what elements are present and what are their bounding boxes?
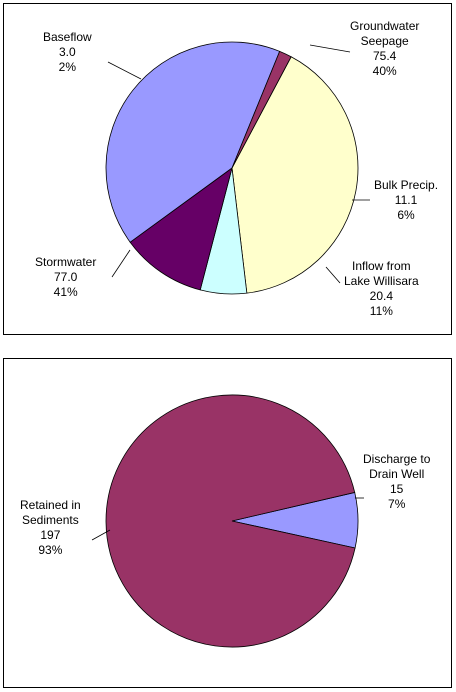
slice-name: Retained in: [20, 498, 81, 512]
slice-value: 3.0: [59, 45, 76, 59]
leader-line: [325, 266, 341, 284]
slice-name: Inflow from: [352, 259, 411, 273]
slice-percent: 40%: [372, 64, 397, 78]
slice-value: 11.1: [394, 193, 418, 207]
slice-name: Sediments: [22, 513, 79, 527]
leader-line: [309, 44, 351, 53]
slice-percent: 7%: [388, 497, 406, 511]
slice-value: 75.4: [373, 49, 397, 63]
pie-slice-groundwater-seepage: [231, 56, 359, 294]
slice-label: Bulk Precip. 11.1 6%: [374, 178, 438, 223]
slice-name: Seepage: [360, 34, 409, 48]
slice-label: Inflow from Lake Willisara 20.4 11%: [344, 259, 419, 319]
slice-percent: 6%: [397, 208, 415, 222]
slice-label: Groundwater Seepage 75.4 40%: [350, 19, 419, 79]
slice-value: 197: [40, 528, 61, 542]
slice-percent: 93%: [38, 543, 63, 557]
slice-percent: 11%: [369, 304, 393, 318]
slice-label: Stormwater 77.0 41%: [35, 255, 96, 300]
leader-line: [107, 61, 142, 80]
slice-label: Baseflow 3.0 2%: [43, 30, 92, 75]
slice-label: Retained in Sediments 197 93%: [20, 498, 81, 558]
slice-name: Bulk Precip.: [374, 178, 439, 192]
slice-name: Stormwater: [35, 255, 97, 269]
slice-percent: 2%: [58, 60, 77, 74]
slice-name: Discharge to: [363, 452, 431, 466]
slice-percent: 41%: [53, 285, 78, 299]
slice-label: Discharge to Drain Well 15 7%: [363, 452, 430, 512]
slice-name: Baseflow: [43, 30, 92, 44]
slice-value: 20.4: [369, 289, 394, 303]
slice-name: Groundwater: [350, 19, 420, 33]
leader-line: [111, 249, 131, 278]
slice-name: Drain Well: [369, 467, 425, 481]
pie-slice-inflow-from-lake-willisara: [129, 167, 233, 291]
slice-name: Lake Willisara: [344, 274, 419, 288]
pie-slice-baseflow: [231, 50, 292, 169]
slice-value: 15: [390, 482, 404, 496]
slice-value: 77.0: [54, 270, 78, 284]
pie-slice-stormwater: [105, 41, 281, 243]
pie-slice-retained-in-sediments: [105, 394, 356, 648]
leader-line: [91, 529, 111, 541]
